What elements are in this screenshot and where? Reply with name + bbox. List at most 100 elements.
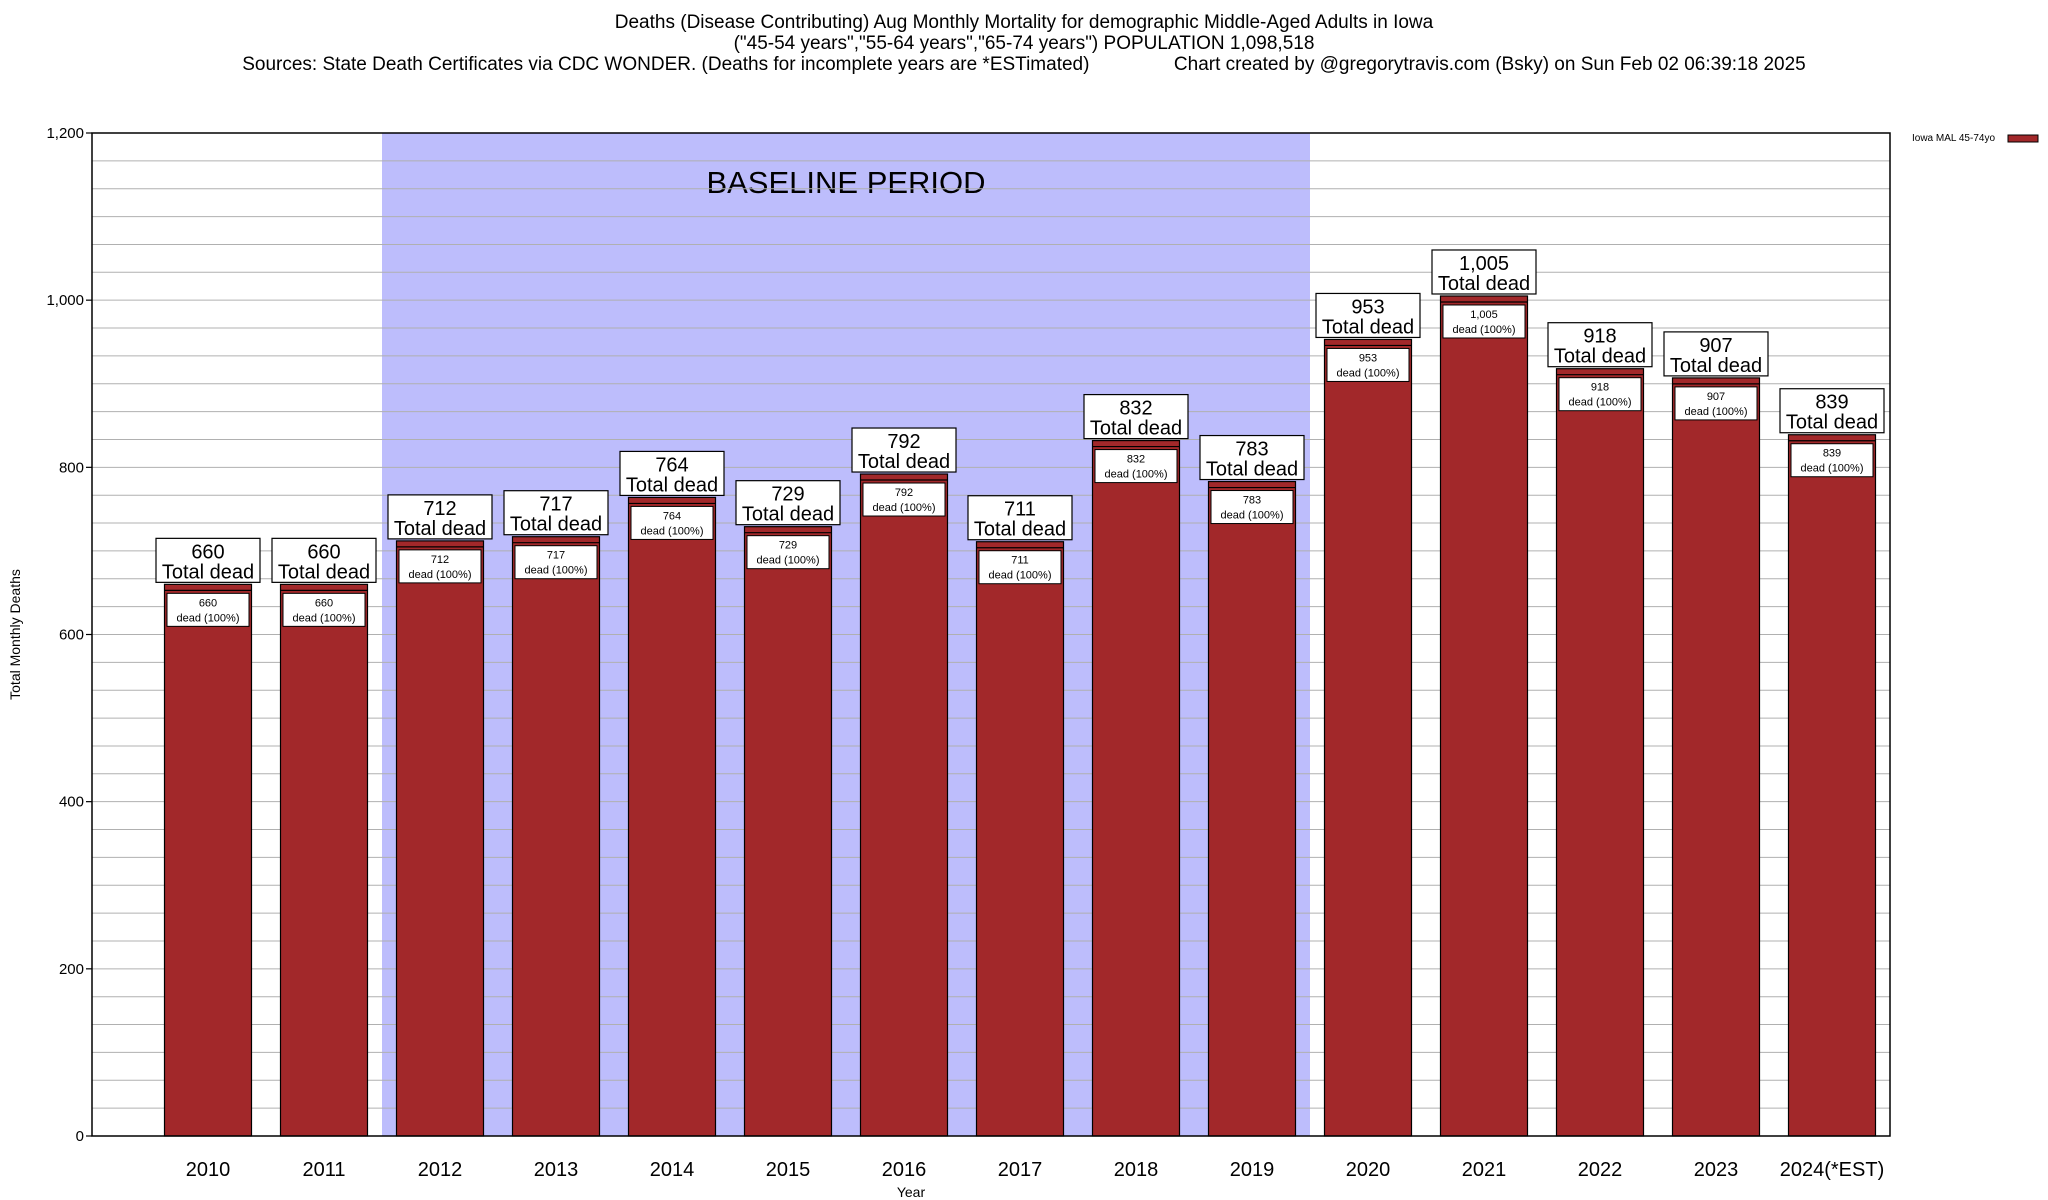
inner-value-label: 660 [199,597,217,609]
inner-label-box [746,535,830,570]
inner-label-box [1674,386,1758,421]
bar-2019 [1207,480,1297,1137]
inner-dead-label: dead (100%) [1685,406,1748,418]
legend-swatch [2007,134,2039,143]
bar-2012 [395,540,485,1137]
y-tick-label: 1,200 [46,125,84,142]
inner-value-label: 792 [895,487,913,499]
inner-label-box [862,482,946,517]
total-dead-label: Total dead [1090,418,1182,440]
bar-2014 [627,496,717,1137]
bar-2016 [859,473,949,1137]
inner-value-label: 660 [315,597,333,609]
total-label-box [1547,322,1653,368]
x-tick-label: 2020 [1346,1159,1391,1181]
bar-2010 [163,583,253,1137]
x-tick-label: 2011 [302,1159,345,1181]
bar-2018 [1091,439,1181,1137]
inner-dead-label: dead (100%) [641,525,704,537]
total-value-label: 711 [1004,499,1036,521]
inner-label-box [1558,377,1642,412]
x-tick-label: 2017 [998,1159,1043,1181]
total-label-box [271,537,377,583]
inner-dead-label: dead (100%) [757,555,820,567]
inner-value-label: 1,005 [1470,309,1498,321]
total-dead-label: Total dead [1554,346,1646,368]
total-value-label: 764 [655,454,688,476]
x-tick-label: 2022 [1578,1159,1623,1181]
inner-dead-label: dead (100%) [409,569,472,581]
total-dead-label: Total dead [1206,459,1298,481]
total-label-box [1199,434,1305,481]
total-value-label: 839 [1815,392,1848,414]
inner-dead-label: dead (100%) [1221,510,1284,522]
total-value-label: 729 [771,484,804,506]
bar-2015 [743,526,833,1137]
inner-label-box [1094,449,1178,484]
x-tick-label: 2018 [1114,1159,1159,1181]
inner-label-box [978,550,1062,585]
inner-label-box [1442,304,1526,339]
inner-dead-label: dead (100%) [1453,324,1516,336]
x-tick-label: 2015 [766,1159,811,1181]
total-dead-label: Total dead [742,504,834,526]
total-dead-label: Total dead [510,514,602,536]
chart-title-block: Deaths (Disease Contributing) Aug Monthl… [0,12,2048,75]
bar-2011 [279,583,369,1137]
x-tick-label: 2010 [186,1159,231,1181]
x-tick-label: 2016 [882,1159,927,1181]
total-dead-label: Total dead [278,561,370,583]
x-axis-label: Year [897,1184,926,1200]
chart-title: Deaths (Disease Contributing) Aug Monthl… [614,12,1434,33]
total-label-box [1663,331,1769,377]
x-tick-label: 2023 [1694,1159,1739,1181]
bars-layer [163,295,1877,1137]
inner-label-box [1210,490,1294,525]
inner-label-box [514,545,598,580]
total-label-box [387,494,493,540]
total-label-box [1083,393,1189,440]
total-value-label: 660 [307,541,340,563]
y-axis-label: Total Monthly Deaths [7,569,23,700]
inner-value-label: 783 [1243,495,1261,507]
total-value-label: 717 [539,494,572,516]
bar-2020 [1323,338,1413,1137]
total-value-label: 918 [1583,326,1616,348]
total-value-label: 783 [1235,439,1268,461]
bar-2013 [511,536,601,1137]
inner-dead-label: dead (100%) [873,502,936,514]
total-value-label: 953 [1351,296,1384,318]
total-label-box [1431,249,1537,295]
x-tick-label: 2021 [1462,1159,1507,1181]
total-dead-label: Total dead [1786,412,1878,434]
chart-sources-credit: Sources: State Death Certificates via CD… [0,54,2048,75]
inner-value-label: 764 [663,510,681,522]
y-tick-label: 1,000 [46,292,84,309]
bar-2017 [975,541,1065,1137]
total-dead-label: Total dead [394,518,486,540]
total-label-box [619,450,725,497]
total-dead-label: Total dead [1322,316,1414,338]
inner-value-label: 839 [1823,448,1841,460]
inner-dead-label: dead (100%) [1337,367,1400,379]
y-tick-label: 800 [59,459,84,476]
total-value-label: 712 [423,498,456,520]
inner-label-box [1326,347,1410,382]
x-tick-label: 2024(*EST) [1780,1159,1885,1181]
x-tick-label: 2013 [534,1159,579,1181]
inner-value-label: 907 [1707,391,1725,403]
chart-subtitle: ("45-54 years","55-64 years","65-74 year… [733,33,1315,54]
total-value-label: 832 [1119,398,1152,420]
total-value-label: 1,005 [1459,253,1509,275]
inner-value-label: 832 [1127,454,1145,466]
total-dead-label: Total dead [162,561,254,583]
total-value-label: 907 [1699,335,1732,357]
total-value-label: 660 [191,541,224,563]
bar-2022 [1555,368,1645,1137]
chart-sources: Sources: State Death Certificates via CD… [242,54,1090,75]
inner-value-label: 918 [1591,382,1609,394]
legend-label: Iowa MAL 45-74yo [1912,133,1995,144]
total-label-box [503,490,609,536]
